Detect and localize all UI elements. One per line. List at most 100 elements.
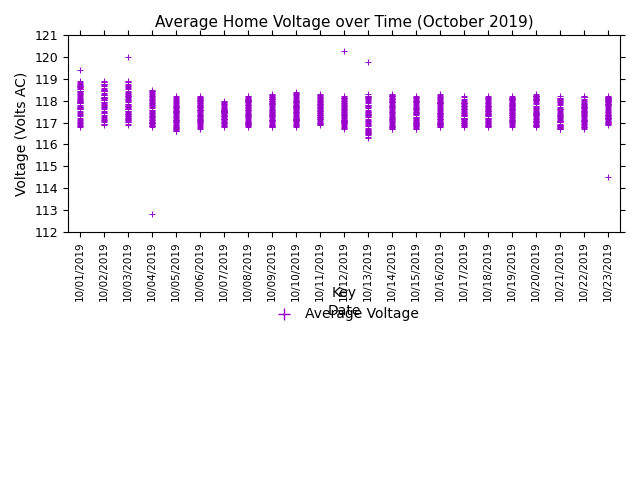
Point [123,120,133,128]
Point [147,106,157,113]
Point [531,95,541,103]
Point [363,94,373,102]
Point [195,94,205,101]
Point [387,125,397,132]
Point [603,105,613,113]
Point [267,101,277,108]
Point [459,108,469,116]
Point [147,116,157,123]
Point [219,107,229,115]
Point [531,96,541,104]
Point [507,101,517,108]
Point [99,87,109,95]
Point [603,116,613,123]
Point [315,91,325,99]
Point [123,115,133,123]
Point [363,120,373,128]
Point [603,95,613,103]
Point [171,127,181,134]
Point [531,103,541,110]
Point [147,120,157,127]
Point [459,111,469,119]
Point [459,97,469,105]
Point [99,81,109,89]
Point [411,119,421,127]
Point [579,104,589,111]
Point [195,106,205,114]
Point [555,95,565,103]
Point [387,93,397,100]
Point [219,118,229,125]
Point [291,108,301,116]
Point [147,109,157,117]
Point [267,117,277,124]
Point [315,120,325,128]
Point [171,95,181,103]
Point [315,97,325,105]
Point [459,108,469,115]
Point [435,109,445,117]
Point [531,98,541,106]
Point [243,111,253,119]
Point [195,121,205,129]
Point [603,173,613,181]
Point [195,96,205,103]
Point [603,97,613,105]
Point [555,112,565,120]
Point [291,91,301,98]
Point [555,103,565,110]
Point [291,108,301,116]
Point [243,95,253,102]
Point [387,94,397,101]
Point [411,101,421,109]
Point [411,104,421,112]
Point [507,104,517,111]
Point [75,104,85,112]
Point [411,116,421,123]
Point [411,125,421,132]
Point [75,119,85,127]
Point [387,117,397,125]
Point [267,110,277,118]
Point [411,93,421,100]
Point [339,108,349,116]
Point [123,113,133,120]
Point [315,103,325,111]
Point [387,123,397,131]
Point [531,118,541,126]
Point [99,113,109,121]
Point [435,94,445,101]
Point [147,101,157,109]
Point [195,113,205,120]
Point [267,120,277,127]
Point [483,101,493,108]
Point [531,117,541,125]
Point [363,114,373,121]
Point [315,120,325,128]
Point [483,102,493,110]
Point [579,108,589,116]
Point [291,112,301,120]
Point [459,109,469,117]
Point [75,88,85,96]
Point [483,112,493,120]
Point [291,114,301,121]
Point [243,107,253,114]
Point [123,97,133,105]
Point [411,122,421,130]
Point [339,107,349,115]
Point [507,93,517,100]
Point [147,119,157,127]
Point [531,107,541,114]
Point [339,112,349,120]
Point [219,112,229,120]
Point [339,95,349,102]
Point [603,101,613,108]
Point [75,114,85,121]
Point [339,96,349,104]
Point [99,87,109,95]
Point [147,105,157,112]
Point [555,110,565,118]
Point [387,97,397,105]
Point [267,99,277,107]
